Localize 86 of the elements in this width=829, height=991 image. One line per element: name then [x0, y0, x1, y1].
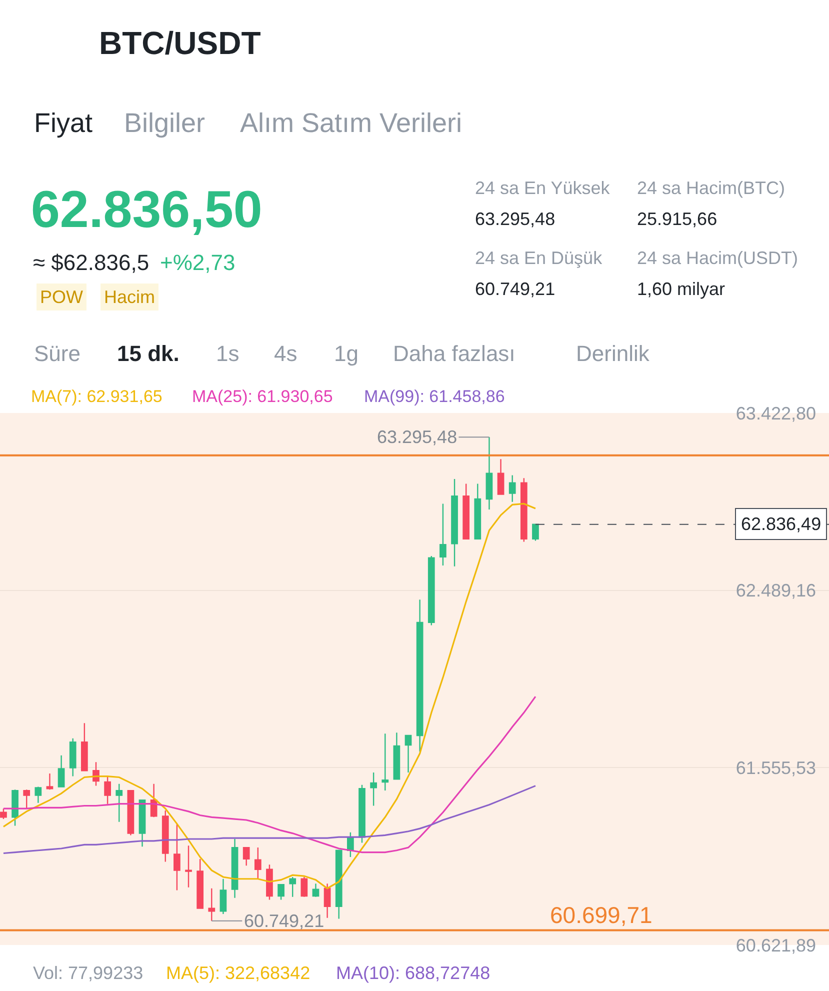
candlestick [451, 478, 458, 568]
candlestick [162, 810, 169, 862]
candlestick [300, 876, 308, 898]
candlestick [0, 808, 7, 820]
candlestick [46, 772, 54, 790]
text: 62.836,50 [31, 181, 262, 239]
text: 63.295,48 [475, 209, 556, 229]
candlestick [312, 883, 320, 898]
text: 1s [216, 341, 240, 366]
text: ≈ $62.836,5 [33, 250, 150, 275]
candlestick [80, 722, 88, 772]
text: Bilgiler [124, 108, 206, 138]
candlestick [150, 783, 158, 818]
text: Süre [34, 341, 80, 366]
text: 25.915,66 [637, 209, 718, 229]
text: 24 sa Hacim(BTC) [637, 178, 786, 198]
text: Derinlik [576, 341, 650, 366]
candlestick [404, 734, 412, 774]
text: Fiyat [34, 108, 94, 138]
candlestick [486, 436, 493, 510]
text: 24 sa Hacim(USDT) [637, 248, 798, 268]
candlestick [370, 772, 377, 806]
text: 4s [274, 341, 298, 366]
annotation: 60.749,21 [244, 911, 324, 931]
candlestick [185, 845, 192, 888]
text: Daha fazlası [393, 341, 516, 366]
candlestick [242, 846, 250, 866]
text: 1,60 milyar [637, 279, 726, 299]
candlestick [532, 523, 539, 542]
candlestick [440, 503, 446, 566]
candlestick [278, 884, 284, 900]
line-series [2, 785, 536, 854]
text: Vol: 77,99233 [33, 963, 144, 983]
candlestick [266, 864, 273, 900]
candlestick [508, 474, 516, 502]
candlestick [289, 876, 296, 898]
candlestick [520, 478, 528, 542]
candlestick [58, 754, 65, 788]
text: POW [40, 287, 84, 307]
text: 1g [334, 341, 358, 366]
candlestick [12, 789, 18, 826]
text: MA(7): 62.931,65 [31, 387, 162, 406]
y-tick-label: 63.422,80 [736, 403, 816, 424]
text: 15 dk. [117, 341, 180, 366]
candlestick [382, 732, 389, 792]
annotation: 63.295,48 [377, 427, 458, 447]
text: 24 sa En Düşük [475, 248, 604, 268]
candlestick [116, 783, 123, 822]
chart-title: BTC/USDT [99, 25, 262, 62]
text: +%2,73 [160, 250, 236, 275]
candlestick [416, 599, 424, 752]
text: 60.749,21 [475, 279, 556, 299]
candlestick [324, 883, 331, 918]
text: MA(5): 322,68342 [166, 963, 310, 983]
candlestick [104, 776, 111, 804]
ref-line-label: 60.699,71 [550, 902, 652, 928]
text: Hacim [104, 287, 156, 307]
candlestick [69, 738, 76, 777]
candlestick [196, 858, 204, 909]
y-tick-label: 61.555,53 [736, 758, 816, 778]
candlestick [497, 458, 504, 495]
candlestick [23, 789, 30, 810]
candlestick [34, 786, 42, 804]
candlestick [254, 846, 262, 880]
text: 24 sa En Yüksek [475, 178, 611, 198]
text: MA(25): 61.930,65 [192, 387, 333, 406]
candlestick [138, 799, 146, 848]
y-tick-label: 60.621,89 [736, 935, 816, 956]
candlestick [231, 838, 238, 898]
line-series [2, 696, 536, 854]
ref-line-label: 62.836,49 [741, 514, 822, 534]
candlestick [127, 790, 134, 836]
text: Alım Satım Verileri [240, 108, 462, 138]
y-tick-label: 62.489,16 [736, 580, 816, 601]
candlestick [462, 483, 470, 540]
candlestick [335, 850, 342, 920]
candlestick [174, 823, 180, 891]
text: MA(99): 61.458,86 [364, 387, 505, 406]
candlestick [358, 784, 366, 844]
line-series [2, 502, 536, 890]
candlestick [428, 555, 435, 626]
candlestick [208, 888, 216, 922]
text: MA(10): 688,72748 [336, 963, 490, 983]
candlestick [220, 878, 227, 915]
candlestick [474, 483, 482, 540]
candlestick [393, 732, 400, 780]
